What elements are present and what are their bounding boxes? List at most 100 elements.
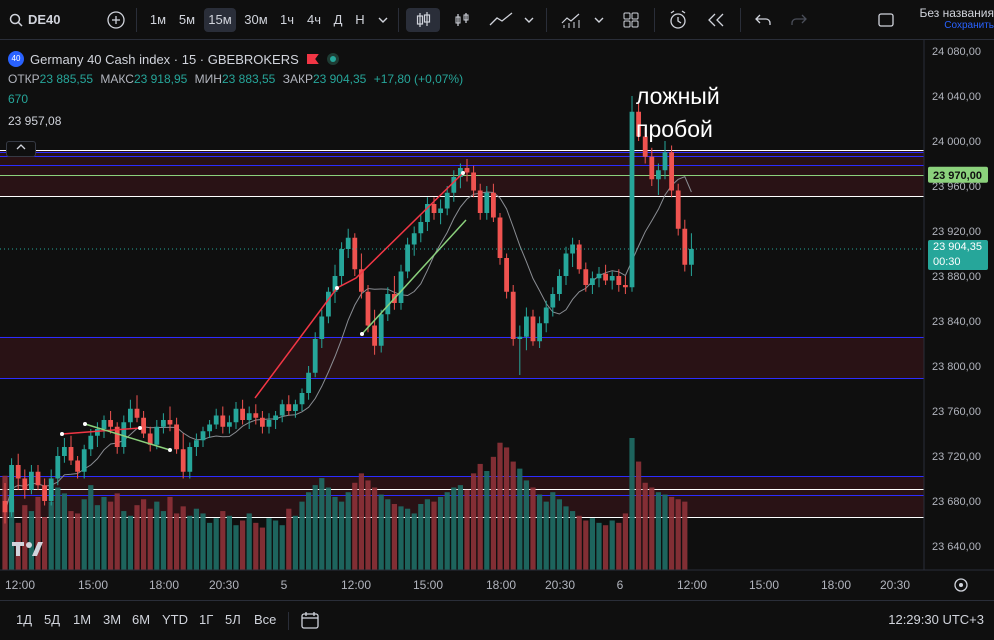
search-icon[interactable] — [8, 8, 24, 32]
candle-body — [332, 276, 338, 292]
volume-bar — [114, 493, 120, 570]
candle-body — [642, 136, 648, 157]
candle-body — [616, 276, 622, 285]
close-label: ЗАКР — [282, 72, 313, 86]
range-ytd[interactable]: YTD — [162, 612, 188, 627]
volume-bar — [682, 501, 688, 570]
volume-bar — [530, 487, 536, 570]
range-3m[interactable]: 3М — [103, 612, 122, 627]
candle-body — [352, 237, 358, 270]
volume-bar — [246, 513, 252, 570]
chevron-down-icon[interactable] — [376, 8, 390, 32]
line-chart-icon[interactable] — [486, 8, 516, 32]
save-layout-button[interactable]: Без названия Сохранить — [919, 6, 994, 31]
interval-30m[interactable]: 30м — [244, 12, 268, 27]
candle-body — [306, 372, 311, 393]
candle-body — [590, 278, 595, 285]
interval-week[interactable]: Н — [355, 12, 365, 27]
candle-body — [147, 433, 153, 445]
volume-bar — [431, 501, 437, 570]
candles-icon[interactable] — [406, 8, 440, 32]
candle-body — [319, 316, 325, 339]
range-5d[interactable]: 5Д — [44, 612, 61, 627]
volume-bar — [398, 506, 404, 570]
chevron-down-icon[interactable] — [522, 8, 536, 32]
volume-bar — [207, 522, 213, 570]
volume-bar — [378, 494, 384, 570]
legend-title[interactable]: Germany 40 Cash index · 15 · GBEBROKERS — [30, 51, 299, 67]
high-value: 23 918,95 — [133, 72, 188, 86]
indicators-icon[interactable] — [558, 8, 584, 32]
candle-body — [266, 420, 272, 427]
candle-body — [365, 291, 371, 326]
candle-body — [629, 111, 635, 288]
volume-bar — [193, 508, 199, 570]
interval-day[interactable]: Д — [333, 12, 343, 27]
candle-body — [345, 237, 351, 249]
open-value: 23 885,55 — [39, 72, 94, 86]
volume-bar — [405, 508, 411, 570]
candle-body — [141, 417, 146, 434]
volume-bar — [160, 511, 166, 570]
reference-price: 23 957,08 — [8, 114, 62, 128]
price-axis[interactable] — [924, 40, 994, 570]
tradingview-logo[interactable] — [12, 540, 44, 564]
interval-1h[interactable]: 1ч — [279, 12, 294, 27]
range-all[interactable]: Все — [254, 612, 277, 627]
chart-annotation[interactable]: ложный пробой — [636, 80, 720, 146]
volume-bar — [273, 520, 279, 570]
range-1y[interactable]: 1Г — [199, 612, 214, 627]
candle-body — [233, 408, 239, 423]
time-axis[interactable]: 12:00 15:00 18:00 20:30 5 12:00 15:00 18:00 20:3… — [5, 578, 910, 592]
indicators-bars-icon[interactable] — [450, 8, 474, 32]
layout-grid-icon[interactable] — [618, 8, 644, 32]
volume-bar — [385, 499, 391, 570]
volume-bar — [563, 506, 569, 570]
volume-bar — [22, 505, 28, 570]
replay-icon[interactable] — [702, 8, 730, 32]
interval-5m[interactable]: 5м — [178, 12, 196, 27]
range-5y[interactable]: 5Л — [225, 612, 241, 627]
volume-bar — [319, 478, 325, 570]
volume-bar — [556, 499, 562, 570]
undo-icon[interactable] — [750, 8, 776, 32]
volume-bar — [286, 508, 292, 570]
interval-1m[interactable]: 1м — [149, 12, 167, 27]
current-price-label: 23 904,35 — [933, 241, 982, 253]
candle-body — [662, 152, 668, 171]
volume-bar — [372, 487, 378, 570]
symbol-name[interactable]: DE40 — [28, 12, 61, 27]
price-tick-label: 23 920,00 — [932, 226, 981, 238]
volume-bar — [484, 471, 490, 570]
calendar-icon[interactable] — [300, 610, 320, 633]
collapse-legend-button[interactable] — [6, 141, 36, 157]
save-link[interactable]: Сохранить — [944, 20, 994, 31]
candle-body — [451, 177, 457, 193]
candle-body — [200, 431, 206, 441]
drawing-line-green — [84, 423, 171, 451]
interval-4h[interactable]: 4ч — [306, 12, 321, 27]
clock-timezone[interactable]: 12:29:30 UTC+3 — [888, 612, 984, 627]
volume-bar — [75, 513, 81, 570]
fullscreen-icon[interactable] — [874, 8, 898, 32]
volume-bar — [596, 522, 602, 570]
volume-bar — [154, 501, 160, 570]
redo-icon[interactable] — [786, 8, 812, 32]
settings-gear-icon[interactable] — [954, 578, 968, 592]
price-tick-label: 23 880,00 — [932, 271, 981, 283]
chevron-down-icon[interactable] — [592, 8, 606, 32]
interval-15m[interactable]: 15м — [204, 8, 236, 32]
range-6m[interactable]: 6М — [132, 612, 151, 627]
flag-icon[interactable] — [306, 54, 319, 64]
candle-body — [458, 168, 463, 177]
alert-clock-icon[interactable] — [664, 8, 692, 32]
add-symbol-icon[interactable] — [104, 8, 128, 32]
range-1m[interactable]: 1М — [73, 612, 92, 627]
drawing-handle — [60, 432, 64, 436]
volume-bar — [504, 447, 510, 570]
range-1d[interactable]: 1Д — [16, 612, 33, 627]
time-tick-label: 12:00 — [5, 578, 35, 592]
market-status-icon[interactable] — [326, 53, 339, 65]
volume-bar — [464, 489, 470, 570]
